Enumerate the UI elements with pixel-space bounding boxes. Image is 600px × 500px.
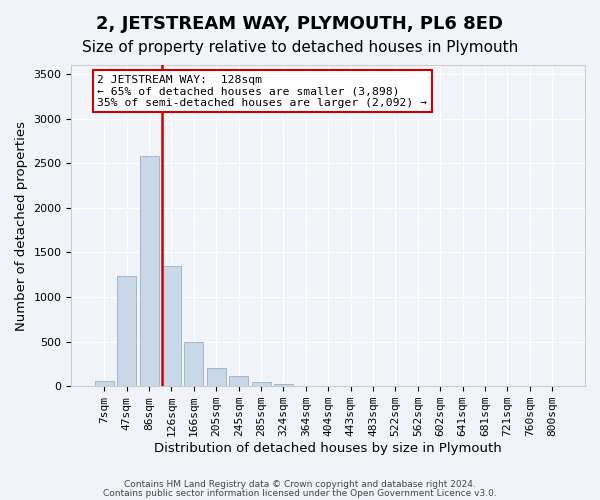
Text: 2, JETSTREAM WAY, PLYMOUTH, PL6 8ED: 2, JETSTREAM WAY, PLYMOUTH, PL6 8ED <box>97 15 503 33</box>
Text: Contains HM Land Registry data © Crown copyright and database right 2024.: Contains HM Land Registry data © Crown c… <box>124 480 476 489</box>
Y-axis label: Number of detached properties: Number of detached properties <box>15 120 28 330</box>
Bar <box>95 382 114 386</box>
Bar <box>162 266 181 386</box>
Bar <box>207 368 226 386</box>
Bar <box>274 384 293 386</box>
Bar <box>229 376 248 386</box>
Text: Contains public sector information licensed under the Open Government Licence v3: Contains public sector information licen… <box>103 488 497 498</box>
Bar <box>140 156 158 386</box>
X-axis label: Distribution of detached houses by size in Plymouth: Distribution of detached houses by size … <box>154 442 502 455</box>
Text: Size of property relative to detached houses in Plymouth: Size of property relative to detached ho… <box>82 40 518 55</box>
Bar <box>251 382 271 386</box>
Bar <box>184 342 203 386</box>
Text: 2 JETSTREAM WAY:  128sqm
← 65% of detached houses are smaller (3,898)
35% of sem: 2 JETSTREAM WAY: 128sqm ← 65% of detache… <box>97 74 427 108</box>
Bar <box>117 276 136 386</box>
